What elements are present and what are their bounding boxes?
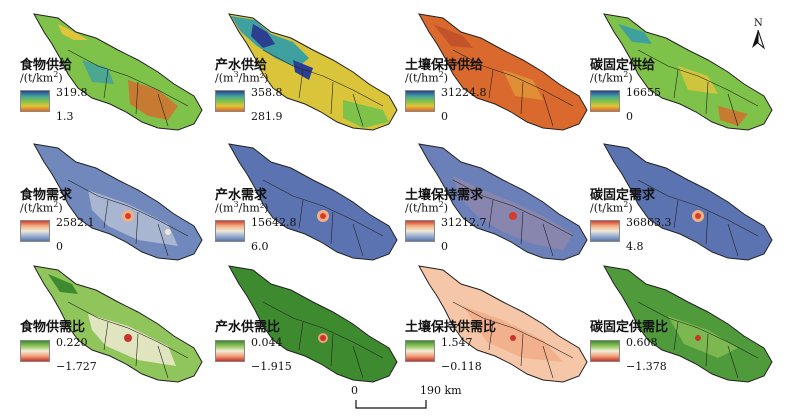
map-panel-food-demand: 食物需求 /(t/km2) 2582.1 0 (18, 140, 218, 275)
north-arrow-icon (752, 29, 766, 50)
legend-min: −1.378 (626, 360, 667, 373)
panel-title: 土壤保持需求 (405, 188, 484, 203)
basin-map (228, 143, 398, 261)
basin-map (228, 265, 398, 383)
basin-map (33, 13, 203, 131)
legend-max: 0.220 (56, 336, 88, 349)
legend-max: 16655 (626, 86, 661, 99)
legend-ramp-demand (405, 220, 435, 242)
panel-title: 食物供给 (20, 58, 73, 73)
legend-max: 0.044 (251, 336, 283, 349)
map-panel-soil-supply: 土壤保持供给 /(t/hm2) 31224.8 0 (403, 10, 603, 145)
legend-min: 1.3 (56, 110, 74, 123)
basin-map (418, 13, 588, 131)
map-panel-soil-demand: 土壤保持需求 /(t/hm2) 31212.7 0 (403, 140, 603, 275)
panel-title: 产水需求 (215, 188, 268, 203)
unit-label: /(t/km2) (20, 70, 63, 85)
legend-ramp-ratio (215, 340, 245, 362)
legend-max: 36863.3 (626, 216, 672, 229)
panel-title: 产水供需比 (215, 320, 281, 335)
scale-end-label: 190 km (420, 384, 462, 397)
basin-map (418, 143, 588, 261)
scale-bar (355, 400, 427, 409)
panel-title: 土壤保持供需比 (405, 320, 497, 335)
unit-label: /(t/hm2) (405, 200, 449, 215)
legend-max: 31224.8 (441, 86, 487, 99)
legend-min: 0 (441, 240, 448, 253)
scale-zero-label: 0 (351, 384, 358, 397)
basin-map (603, 143, 773, 261)
basin-map (603, 265, 773, 383)
legend-ramp-supply (215, 90, 245, 112)
legend-min: −0.118 (441, 360, 482, 373)
legend-min: −1.915 (251, 360, 292, 373)
unit-label: /(m3/hm²) (215, 70, 269, 85)
map-panel-water-demand: 产水需求 /(m3/hm²) 15642.8 6.0 (213, 140, 413, 275)
legend-max: 0.608 (626, 336, 658, 349)
legend-ramp-supply (590, 90, 620, 112)
map-panel-soil-ratio: 土壤保持供需比 1.547 −0.118 (403, 262, 603, 397)
panel-title: 食物需求 (20, 188, 73, 203)
unit-label: /(m3/hm²) (215, 200, 269, 215)
map-panel-carbon-ratio: 碳固定供需比 0.608 −1.378 (588, 262, 788, 397)
legend-ramp-supply (405, 90, 435, 112)
panel-title: 碳固定需求 (590, 188, 656, 203)
map-panel-water-supply: 产水供给 /(m3/hm²) 358.8 281.9 (213, 10, 413, 145)
panel-title: 土壤保持供给 (405, 58, 484, 73)
unit-label: /(t/hm2) (405, 70, 449, 85)
legend-max: 31212.7 (441, 216, 487, 229)
unit-label: /(t/km2) (590, 70, 633, 85)
legend-ramp-demand (215, 220, 245, 242)
north-label: N (754, 18, 763, 29)
basin-map (228, 13, 398, 131)
legend-ramp-supply (20, 90, 50, 112)
legend-ramp-ratio (405, 340, 435, 362)
legend-min: 4.8 (626, 240, 644, 253)
legend-max: 319.8 (56, 86, 88, 99)
map-panel-food-ratio: 食物供需比 0.220 −1.727 (18, 262, 218, 397)
panel-title: 碳固定供给 (590, 58, 656, 73)
map-panel-carbon-demand: 碳固定需求 /(t/km2) 36863.3 4.8 (588, 140, 788, 275)
legend-ramp-ratio (20, 340, 50, 362)
map-panel-water-ratio: 产水供需比 0.044 −1.915 (213, 262, 413, 397)
legend-min: 0 (56, 240, 63, 253)
basin-map (603, 13, 773, 131)
legend-min: 6.0 (251, 240, 269, 253)
legend-min: 281.9 (251, 110, 283, 123)
basin-map (33, 143, 203, 261)
basin-map (33, 265, 203, 383)
legend-min: −1.727 (56, 360, 97, 373)
map-panel-food-supply: 食物供给 /(t/km2) 319.8 1.3 (18, 10, 218, 145)
legend-max: 358.8 (251, 86, 283, 99)
legend-max: 2582.1 (56, 216, 95, 229)
legend-ramp-demand (20, 220, 50, 242)
legend-min: 0 (626, 110, 633, 123)
legend-min: 0 (441, 110, 448, 123)
map-panel-carbon-supply: 碳固定供给 /(t/km2) 16655 0 (588, 10, 788, 145)
basin-map (418, 265, 588, 383)
panel-title: 食物供需比 (20, 320, 86, 335)
panel-title: 碳固定供需比 (590, 320, 669, 335)
unit-label: /(t/km2) (590, 200, 633, 215)
legend-max: 1.547 (441, 336, 473, 349)
legend-ramp-demand (590, 220, 620, 242)
panel-title: 产水供给 (215, 58, 268, 73)
unit-label: /(t/km2) (20, 200, 63, 215)
legend-ramp-ratio (590, 340, 620, 362)
legend-max: 15642.8 (251, 216, 297, 229)
